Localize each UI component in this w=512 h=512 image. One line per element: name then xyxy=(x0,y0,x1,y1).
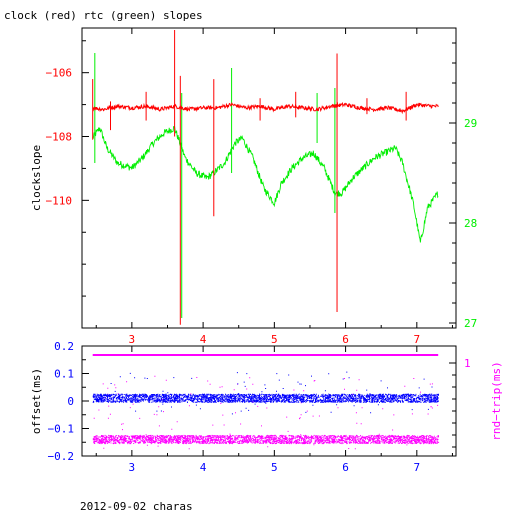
top-plot-frame xyxy=(81,27,457,329)
bottom-x-tick-label: 7 xyxy=(414,461,421,474)
y-axis-label-offset: offset(ms) xyxy=(30,368,43,434)
series-rtc xyxy=(92,53,439,318)
rtc-line xyxy=(92,125,439,243)
top-x-tick-label: 7 xyxy=(414,333,421,346)
footer-caption: 2012-09-02 charas xyxy=(80,500,193,512)
bottom-yr-tick-label: 1 xyxy=(464,357,471,370)
top-yr-tick-label: 28 xyxy=(464,217,477,230)
top-x-tick-label: 6 xyxy=(342,333,349,346)
series-clock xyxy=(92,30,439,325)
bottom-x-axis: 3 4 5 6 7 xyxy=(95,346,453,474)
y-axis-label-rnd-trip: rnd−trip(ms) xyxy=(490,361,503,440)
bottom-y-tick-label: −0.2 xyxy=(48,450,75,463)
top-x-tick-label: 5 xyxy=(271,333,278,346)
top-y-tick-label: −108 xyxy=(46,131,73,144)
top-y-tick-label: −106 xyxy=(46,67,73,80)
series-rnd-trip xyxy=(92,354,440,450)
rnd-trip-points xyxy=(92,375,440,450)
clock-line xyxy=(92,101,439,115)
top-x-tick-label: 3 xyxy=(129,333,136,346)
bottom-y-tick-label: 0.2 xyxy=(54,340,74,353)
bottom-y-tick-label: −0.1 xyxy=(48,423,75,436)
y-axis-label-clockslope: clockslope xyxy=(30,145,43,211)
bottom-plot-area xyxy=(92,354,440,450)
top-y-tick-label: −110 xyxy=(46,194,73,207)
top-y-axis-left: −106 −108 −110 xyxy=(46,40,89,297)
series-offset xyxy=(92,371,439,415)
bottom-y-axis-left: 0.2 0.1 0 −0.1 −0.2 xyxy=(48,340,89,463)
top-x-axis: 3 4 5 6 7 xyxy=(95,28,453,346)
top-yr-tick-label: 27 xyxy=(464,317,477,330)
bottom-x-tick-label: 3 xyxy=(129,461,136,474)
top-x-tick-label: 4 xyxy=(200,333,207,346)
bottom-y-tick-label: 0 xyxy=(67,395,74,408)
top-y-axis-right: 29 28 27 xyxy=(449,42,477,330)
bottom-x-tick-label: 4 xyxy=(200,461,207,474)
top-yr-tick-label: 29 xyxy=(464,117,477,130)
bottom-panel: 3 4 5 6 7 0.2 0.1 0 −0.1 −0.2 1 offset(ms) rnd−t… xyxy=(30,340,503,474)
bottom-x-tick-label: 5 xyxy=(271,461,278,474)
bottom-x-tick-label: 6 xyxy=(342,461,349,474)
bottom-y-axis-right: 1 xyxy=(449,357,471,448)
offset-points xyxy=(92,371,439,415)
top-plot-area xyxy=(92,30,439,325)
bottom-y-tick-label: 0.1 xyxy=(54,368,74,381)
chart-title: clock (red) rtc (green) slopes xyxy=(4,9,203,22)
top-panel: 3 4 5 6 7 −106 −108 −110 29 28 27 clockslope xyxy=(30,27,477,346)
